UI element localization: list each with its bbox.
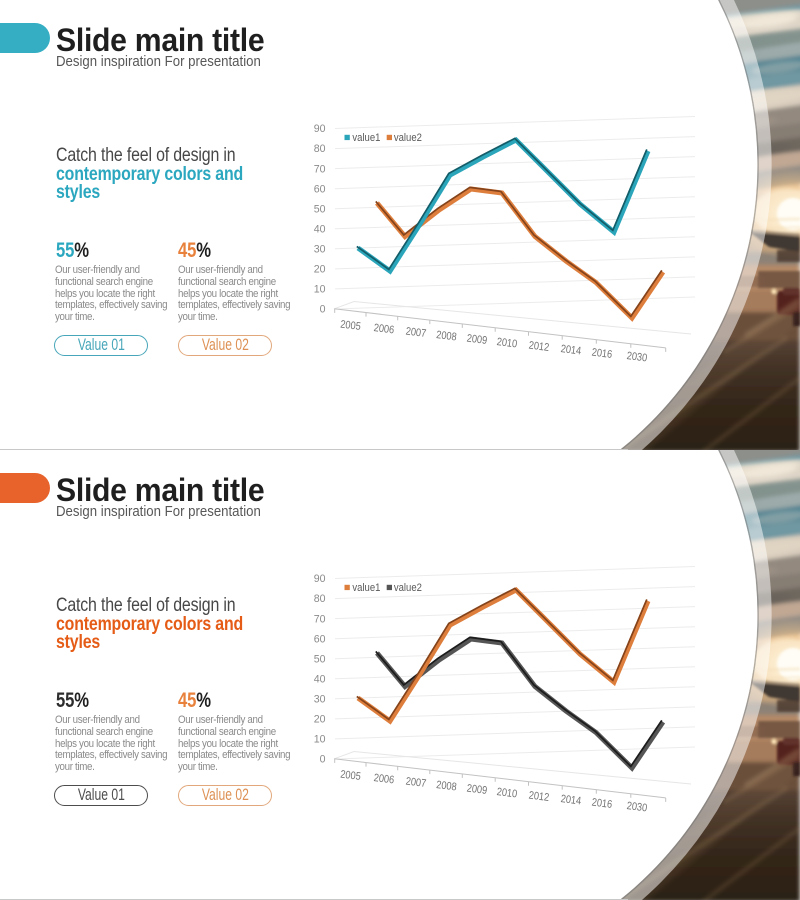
svg-text:70: 70 xyxy=(314,163,326,175)
svg-text:value1: value1 xyxy=(352,132,380,144)
svg-text:0: 0 xyxy=(320,304,326,316)
svg-text:2016: 2016 xyxy=(591,797,613,811)
svg-text:2009: 2009 xyxy=(466,783,488,797)
svg-text:0: 0 xyxy=(320,754,326,766)
svg-text:2008: 2008 xyxy=(435,329,457,343)
svg-text:40: 40 xyxy=(314,673,326,685)
svg-text:20: 20 xyxy=(314,714,326,726)
svg-text:90: 90 xyxy=(314,573,326,585)
svg-text:50: 50 xyxy=(314,653,326,665)
svg-text:2005: 2005 xyxy=(340,769,362,783)
svg-text:30: 30 xyxy=(314,244,326,256)
svg-text:2012: 2012 xyxy=(528,340,550,354)
svg-text:60: 60 xyxy=(314,633,326,645)
svg-text:80: 80 xyxy=(314,593,326,605)
svg-text:40: 40 xyxy=(314,223,326,235)
svg-text:30: 30 xyxy=(314,694,326,706)
svg-text:2010: 2010 xyxy=(496,786,518,800)
svg-text:20: 20 xyxy=(314,264,326,276)
svg-text:value2: value2 xyxy=(394,582,422,594)
svg-text:2030: 2030 xyxy=(626,800,648,814)
svg-text:10: 10 xyxy=(314,284,326,296)
svg-text:2007: 2007 xyxy=(405,326,427,340)
svg-text:50: 50 xyxy=(314,203,326,215)
svg-text:2005: 2005 xyxy=(340,319,362,333)
svg-text:2006: 2006 xyxy=(373,772,395,786)
svg-text:10: 10 xyxy=(314,734,326,746)
svg-text:2010: 2010 xyxy=(496,336,518,350)
svg-text:2007: 2007 xyxy=(405,776,427,790)
svg-text:2030: 2030 xyxy=(626,350,648,364)
svg-text:2009: 2009 xyxy=(466,333,488,347)
svg-text:2014: 2014 xyxy=(560,343,582,357)
svg-text:2016: 2016 xyxy=(591,347,613,361)
svg-text:2006: 2006 xyxy=(373,322,395,336)
svg-text:value2: value2 xyxy=(394,132,422,144)
svg-text:70: 70 xyxy=(314,613,326,625)
svg-text:2008: 2008 xyxy=(435,779,457,793)
svg-text:2014: 2014 xyxy=(560,793,582,807)
svg-text:90: 90 xyxy=(314,123,326,135)
svg-text:60: 60 xyxy=(314,183,326,195)
svg-text:2012: 2012 xyxy=(528,790,550,804)
svg-text:value1: value1 xyxy=(352,582,380,594)
svg-text:80: 80 xyxy=(314,143,326,155)
